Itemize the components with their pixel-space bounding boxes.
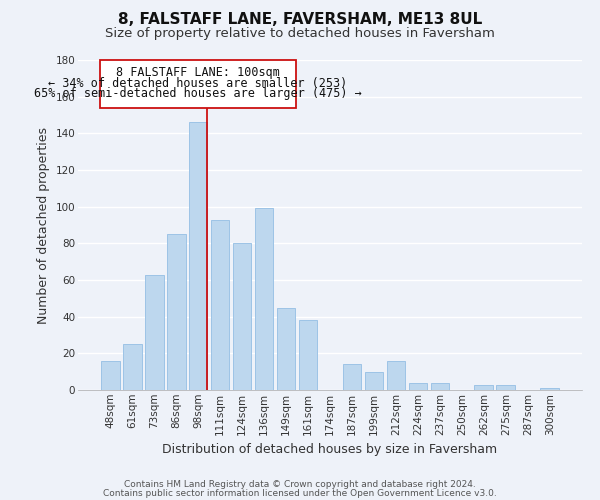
- Bar: [233, 244, 251, 390]
- Bar: [431, 382, 449, 390]
- Bar: [101, 360, 119, 390]
- Text: 65% of semi-detached houses are larger (475) →: 65% of semi-detached houses are larger (…: [34, 88, 362, 101]
- Bar: [255, 208, 274, 390]
- Bar: [299, 320, 317, 390]
- Bar: [496, 384, 515, 390]
- Bar: [541, 388, 559, 390]
- Bar: [145, 274, 164, 390]
- Bar: [189, 122, 208, 390]
- Text: ← 34% of detached houses are smaller (253): ← 34% of detached houses are smaller (25…: [48, 76, 347, 90]
- Bar: [343, 364, 361, 390]
- Text: Size of property relative to detached houses in Faversham: Size of property relative to detached ho…: [105, 28, 495, 40]
- Y-axis label: Number of detached properties: Number of detached properties: [37, 126, 50, 324]
- X-axis label: Distribution of detached houses by size in Faversham: Distribution of detached houses by size …: [163, 443, 497, 456]
- Bar: [277, 308, 295, 390]
- Text: Contains HM Land Registry data © Crown copyright and database right 2024.: Contains HM Land Registry data © Crown c…: [124, 480, 476, 489]
- Text: 8, FALSTAFF LANE, FAVERSHAM, ME13 8UL: 8, FALSTAFF LANE, FAVERSHAM, ME13 8UL: [118, 12, 482, 28]
- Text: Contains public sector information licensed under the Open Government Licence v3: Contains public sector information licen…: [103, 488, 497, 498]
- Bar: [211, 220, 229, 390]
- Bar: [409, 382, 427, 390]
- Bar: [123, 344, 142, 390]
- Bar: [386, 360, 405, 390]
- Bar: [365, 372, 383, 390]
- Text: 8 FALSTAFF LANE: 100sqm: 8 FALSTAFF LANE: 100sqm: [116, 66, 280, 80]
- FancyBboxPatch shape: [100, 60, 296, 108]
- Bar: [475, 384, 493, 390]
- Bar: [167, 234, 185, 390]
